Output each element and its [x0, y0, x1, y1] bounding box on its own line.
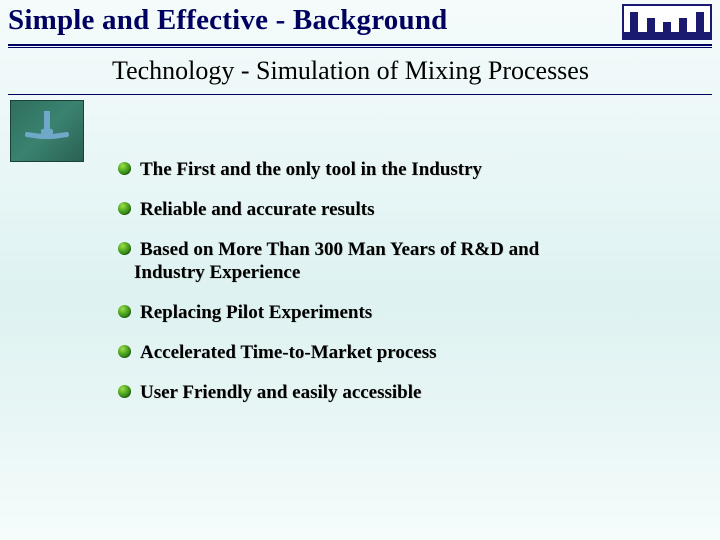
list-item-text-cont: Industry Experience [134, 261, 680, 285]
subtitle-underline [8, 94, 712, 95]
logo-bar [663, 22, 671, 32]
company-logo [622, 4, 712, 40]
list-item: The First and the only tool in the Indus… [118, 158, 680, 182]
globe-bullet-icon [118, 385, 131, 398]
list-item-text: Based on More Than 300 Man Years of R&D … [140, 239, 539, 260]
globe-bullet-icon [118, 162, 131, 175]
mixer-thumbnail [10, 100, 84, 162]
list-item: User Friendly and easily accessible [118, 381, 680, 405]
logo-footer-bar [624, 32, 710, 38]
list-item-text: The First and the only tool in the Indus… [140, 159, 482, 180]
logo-bars [624, 6, 710, 32]
logo-bar [630, 12, 638, 32]
logo-bar [679, 18, 687, 32]
bullet-list: The First and the only tool in the Indus… [118, 158, 680, 420]
list-item: Reliable and accurate results [118, 198, 680, 222]
globe-bullet-icon [118, 345, 131, 358]
title-underline [8, 44, 712, 48]
list-item-text: Accelerated Time-to-Market process [140, 342, 437, 363]
impeller-icon [27, 111, 67, 151]
page-title: Simple and Effective - Background [8, 4, 447, 37]
header: Simple and Effective - Background [8, 4, 712, 44]
list-item-text: User Friendly and easily accessible [140, 382, 421, 403]
list-item-text: Replacing Pilot Experiments [140, 302, 372, 323]
logo-bar [696, 12, 704, 32]
list-item: Accelerated Time-to-Market process [118, 341, 680, 365]
globe-bullet-icon [118, 242, 131, 255]
globe-bullet-icon [118, 305, 131, 318]
list-item-text: Reliable and accurate results [140, 199, 375, 220]
list-item: Replacing Pilot Experiments [118, 301, 680, 325]
list-item: Based on More Than 300 Man Years of R&D … [118, 238, 680, 286]
subtitle: Technology - Simulation of Mixing Proces… [112, 56, 589, 86]
logo-bar [647, 18, 655, 32]
globe-bullet-icon [118, 202, 131, 215]
